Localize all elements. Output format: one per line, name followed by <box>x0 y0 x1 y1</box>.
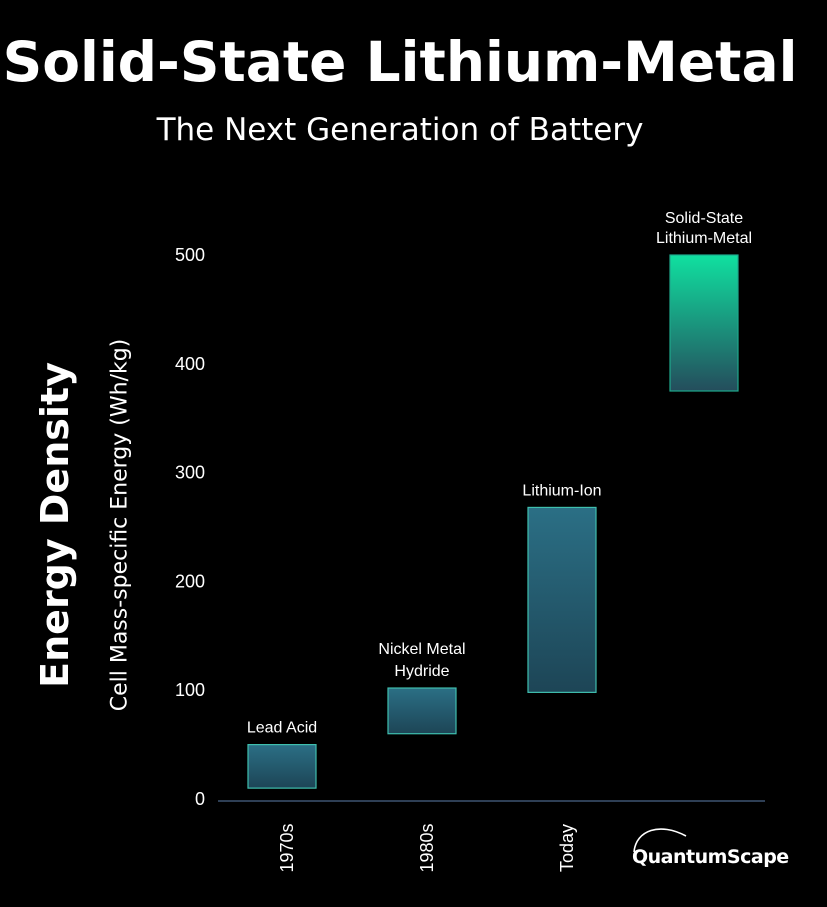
quantumscape-logo-arc-icon <box>633 828 687 853</box>
category-label: Today <box>557 824 577 872</box>
bar-lead-acid <box>247 743 317 789</box>
bar-nickel-metal-hydride <box>387 687 457 735</box>
bar-solid-state-lithium-metal <box>669 254 739 392</box>
bar-labels-group: Lead Acid Nickel Metal Hydride Lithium-Ion S… <box>247 210 752 737</box>
y-tick-label: 300 <box>175 463 205 483</box>
category-label: 1980s <box>417 823 437 872</box>
bars-group <box>247 254 739 789</box>
bar-label: Hydride <box>394 663 449 680</box>
y-tick-label: 0 <box>195 789 205 809</box>
y-tick-label: 500 <box>175 245 205 265</box>
y-axis-ticks: 0 100 200 300 400 500 <box>175 245 205 809</box>
category-label: 1970s <box>277 823 297 872</box>
quantumscape-logo: QuantumScape <box>632 846 789 868</box>
bar-label: Nickel Metal <box>378 641 465 658</box>
y-tick-label: 100 <box>175 680 205 700</box>
bar-label: Lead Acid <box>247 720 317 737</box>
bar-label: Lithium-Metal <box>656 230 752 247</box>
chart-title: Solid-State Lithium-Metal <box>2 30 798 94</box>
chart-subtitle: The Next Generation of Battery <box>156 112 644 148</box>
y-tick-label: 200 <box>175 571 205 591</box>
category-labels-group: 1970s 1980s Today <box>277 823 577 872</box>
bar-label: Solid-State <box>665 210 743 227</box>
y-tick-label: 400 <box>175 354 205 374</box>
bar-lithium-ion <box>527 506 597 693</box>
bar-label: Lithium-Ion <box>522 482 601 499</box>
